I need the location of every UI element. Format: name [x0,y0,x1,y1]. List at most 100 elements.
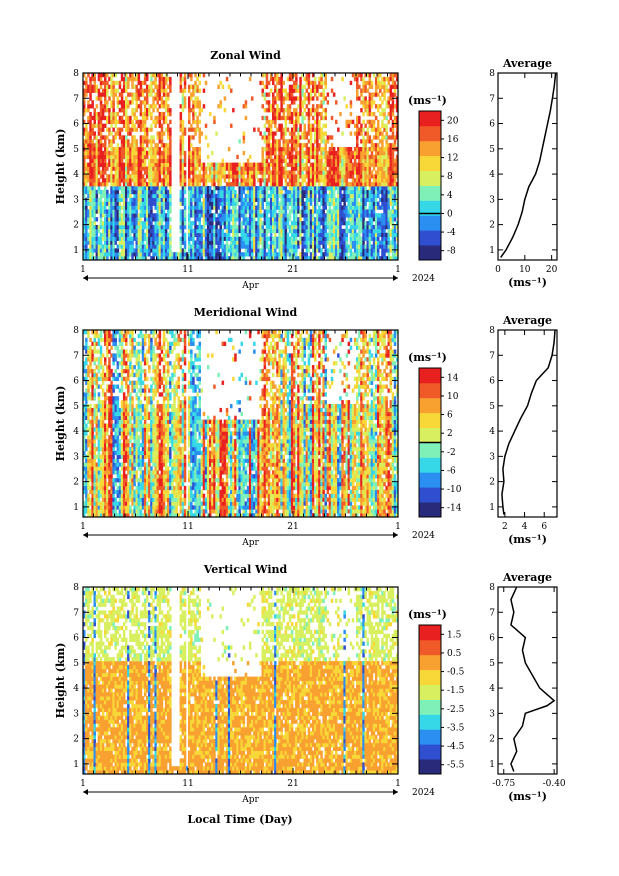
heatmap-cell [288,108,292,113]
heatmap-cell [143,88,147,93]
heatmap-cell [91,189,94,195]
heatmap-cell [379,256,382,260]
heatmap-cell [242,131,246,136]
heatmap-cell [230,252,233,257]
heatmap-cell [87,131,90,136]
heatmap-cell [219,162,222,167]
heatmap-cell [213,217,216,222]
heatmap-cell [143,221,147,226]
heatmap-cell [143,104,147,109]
heatmap-cell [326,185,330,191]
heatmap-cell [209,228,212,234]
heatmap-cell [272,205,275,210]
heatmap-cell [337,127,340,132]
heatmap-cell [99,197,103,202]
heatmap-cell [104,201,107,206]
heatmap-cell [192,174,195,179]
heatmap-cell [267,228,271,234]
heatmap-cell [162,147,166,152]
heatmap-cell [257,256,260,260]
heatmap-cell [133,174,136,179]
heatmap-cell [213,115,216,121]
heatmap-cell [328,150,332,156]
heatmap-cell [356,131,359,136]
heatmap-cell [337,213,340,218]
heatmap-cell [183,217,187,222]
heatmap-cell [383,252,386,257]
heatmap-cell [280,209,283,214]
heatmap-cell [202,244,206,249]
heatmap-cell [307,224,311,230]
heatmap-cell [146,217,149,222]
heatmap-cell [150,92,153,97]
heatmap-cell [106,217,109,222]
heatmap-cell [286,108,290,113]
heatmap-cell [345,248,348,253]
heatmap-cell [349,240,353,245]
heatmap-cell [370,205,374,210]
heatmap-cell [387,119,390,125]
heatmap-cell [322,174,325,179]
heatmap-cell [160,205,164,210]
heatmap-cell [303,193,306,199]
heatmap-cell [356,76,359,82]
heatmap-cell [85,182,88,187]
heatmap-cell [150,170,153,175]
heatmap-cell [141,127,145,132]
heatmap-cell [253,197,256,202]
heatmap-cell [177,252,180,257]
heatmap-cell [154,217,157,222]
heatmap-cell [351,256,355,260]
heatmap-cell [387,244,390,249]
heatmap-cell [160,135,164,140]
heatmap-cell [97,197,101,202]
heatmap-cell [360,131,363,136]
heatmap-cell [282,131,285,136]
heatmap-cell [330,236,334,241]
heatmap-cell [106,197,109,202]
heatmap-cell [129,178,132,183]
heatmap-cell [234,213,237,218]
heatmap-cell [374,185,378,191]
heatmap-cell [290,256,294,260]
heatmap-cell [169,158,172,164]
heatmap-cell [274,150,277,156]
heatmap-cell [137,205,141,210]
heatmap-cell [179,244,183,249]
heatmap-cell [282,256,285,260]
heatmap-cell [389,178,393,183]
heatmap-cell [377,189,380,195]
heatmap-cell [335,236,338,241]
heatmap-cell [122,143,126,148]
heatmap-cell [314,205,317,210]
heatmap-cell [358,127,361,132]
heatmap-cell [89,158,92,164]
heatmap-cell [337,252,340,257]
heatmap-cell [372,248,376,253]
heatmap-cell [99,162,103,167]
heatmap-cell [293,193,296,199]
heatmap-cell [318,174,321,179]
heatmap-cell [135,252,138,257]
heatmap-cell [280,108,283,113]
heatmap-cell [267,201,271,206]
heatmap-cell [257,232,260,238]
heatmap-cell [356,170,359,175]
heatmap-cell [278,115,281,121]
heatmap-cell [276,185,279,191]
heatmap-cell [150,236,153,241]
heatmap-cell [112,244,115,249]
heatmap-cell [316,108,319,113]
heatmap-cell [141,240,145,245]
heatmap-cell [280,201,283,206]
heatmap-cell [164,150,168,156]
heatmap-cell [293,197,296,202]
heatmap-cell [116,143,120,148]
heatmap-cell [301,228,304,234]
heatmap-cell [351,193,355,199]
heatmap-cell [118,170,122,175]
heatmap-cell [202,88,206,93]
heatmap-cell [230,224,233,230]
heatmap-cell [164,217,168,222]
